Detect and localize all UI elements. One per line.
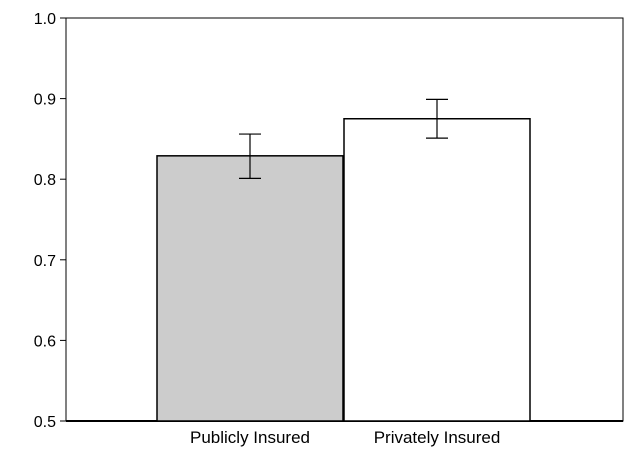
bars-group [156, 118, 531, 422]
y-tick-label: 1.0 [34, 11, 56, 28]
y-tick-label: 0.5 [34, 414, 56, 431]
x-category-label: Publicly Insured [190, 428, 310, 447]
error-bar-privately-insured [426, 98, 448, 139]
y-axis: 0.5 0.6 0.7 0.8 0.9 1.0 [34, 11, 66, 431]
x-category-label: Privately Insured [374, 428, 501, 447]
bar-publicly-insured [156, 155, 344, 422]
error-bars-group [239, 98, 448, 179]
y-tick-label: 0.7 [34, 253, 56, 270]
y-tick-label: 0.8 [34, 172, 56, 189]
bar-privately-insured [343, 118, 531, 422]
y-tick-label: 0.9 [34, 92, 56, 109]
error-bar-publicly-insured [239, 133, 261, 179]
y-tick-label: 0.6 [34, 333, 56, 350]
x-axis-labels: Publicly Insured Privately Insured [190, 428, 500, 447]
